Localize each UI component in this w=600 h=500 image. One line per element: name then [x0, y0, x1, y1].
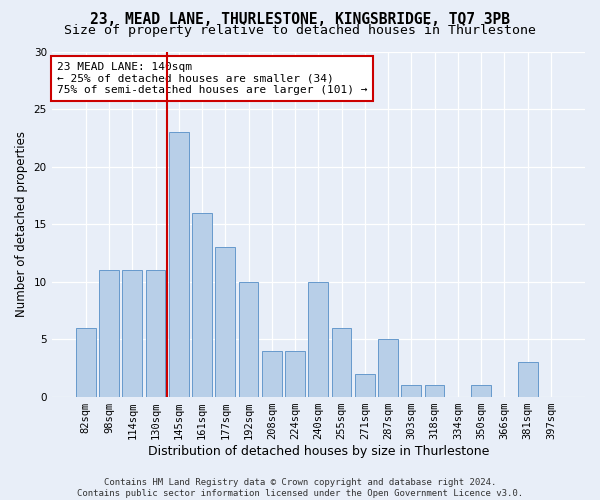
- Bar: [192, 212, 212, 396]
- Bar: [169, 132, 188, 396]
- Bar: [308, 282, 328, 397]
- Bar: [215, 247, 235, 396]
- Bar: [99, 270, 119, 396]
- Bar: [76, 328, 95, 396]
- Bar: [378, 339, 398, 396]
- Y-axis label: Number of detached properties: Number of detached properties: [15, 131, 28, 317]
- Bar: [401, 385, 421, 396]
- Text: Contains HM Land Registry data © Crown copyright and database right 2024.
Contai: Contains HM Land Registry data © Crown c…: [77, 478, 523, 498]
- Bar: [332, 328, 352, 396]
- Bar: [425, 385, 445, 396]
- Bar: [239, 282, 259, 397]
- Bar: [471, 385, 491, 396]
- Text: 23 MEAD LANE: 140sqm
← 25% of detached houses are smaller (34)
75% of semi-detac: 23 MEAD LANE: 140sqm ← 25% of detached h…: [57, 62, 367, 95]
- Bar: [262, 350, 282, 397]
- Bar: [122, 270, 142, 396]
- Bar: [518, 362, 538, 396]
- Text: 23, MEAD LANE, THURLESTONE, KINGSBRIDGE, TQ7 3PB: 23, MEAD LANE, THURLESTONE, KINGSBRIDGE,…: [90, 12, 510, 28]
- X-axis label: Distribution of detached houses by size in Thurlestone: Distribution of detached houses by size …: [148, 444, 489, 458]
- Text: Size of property relative to detached houses in Thurlestone: Size of property relative to detached ho…: [64, 24, 536, 37]
- Bar: [355, 374, 375, 396]
- Bar: [285, 350, 305, 397]
- Bar: [146, 270, 166, 396]
